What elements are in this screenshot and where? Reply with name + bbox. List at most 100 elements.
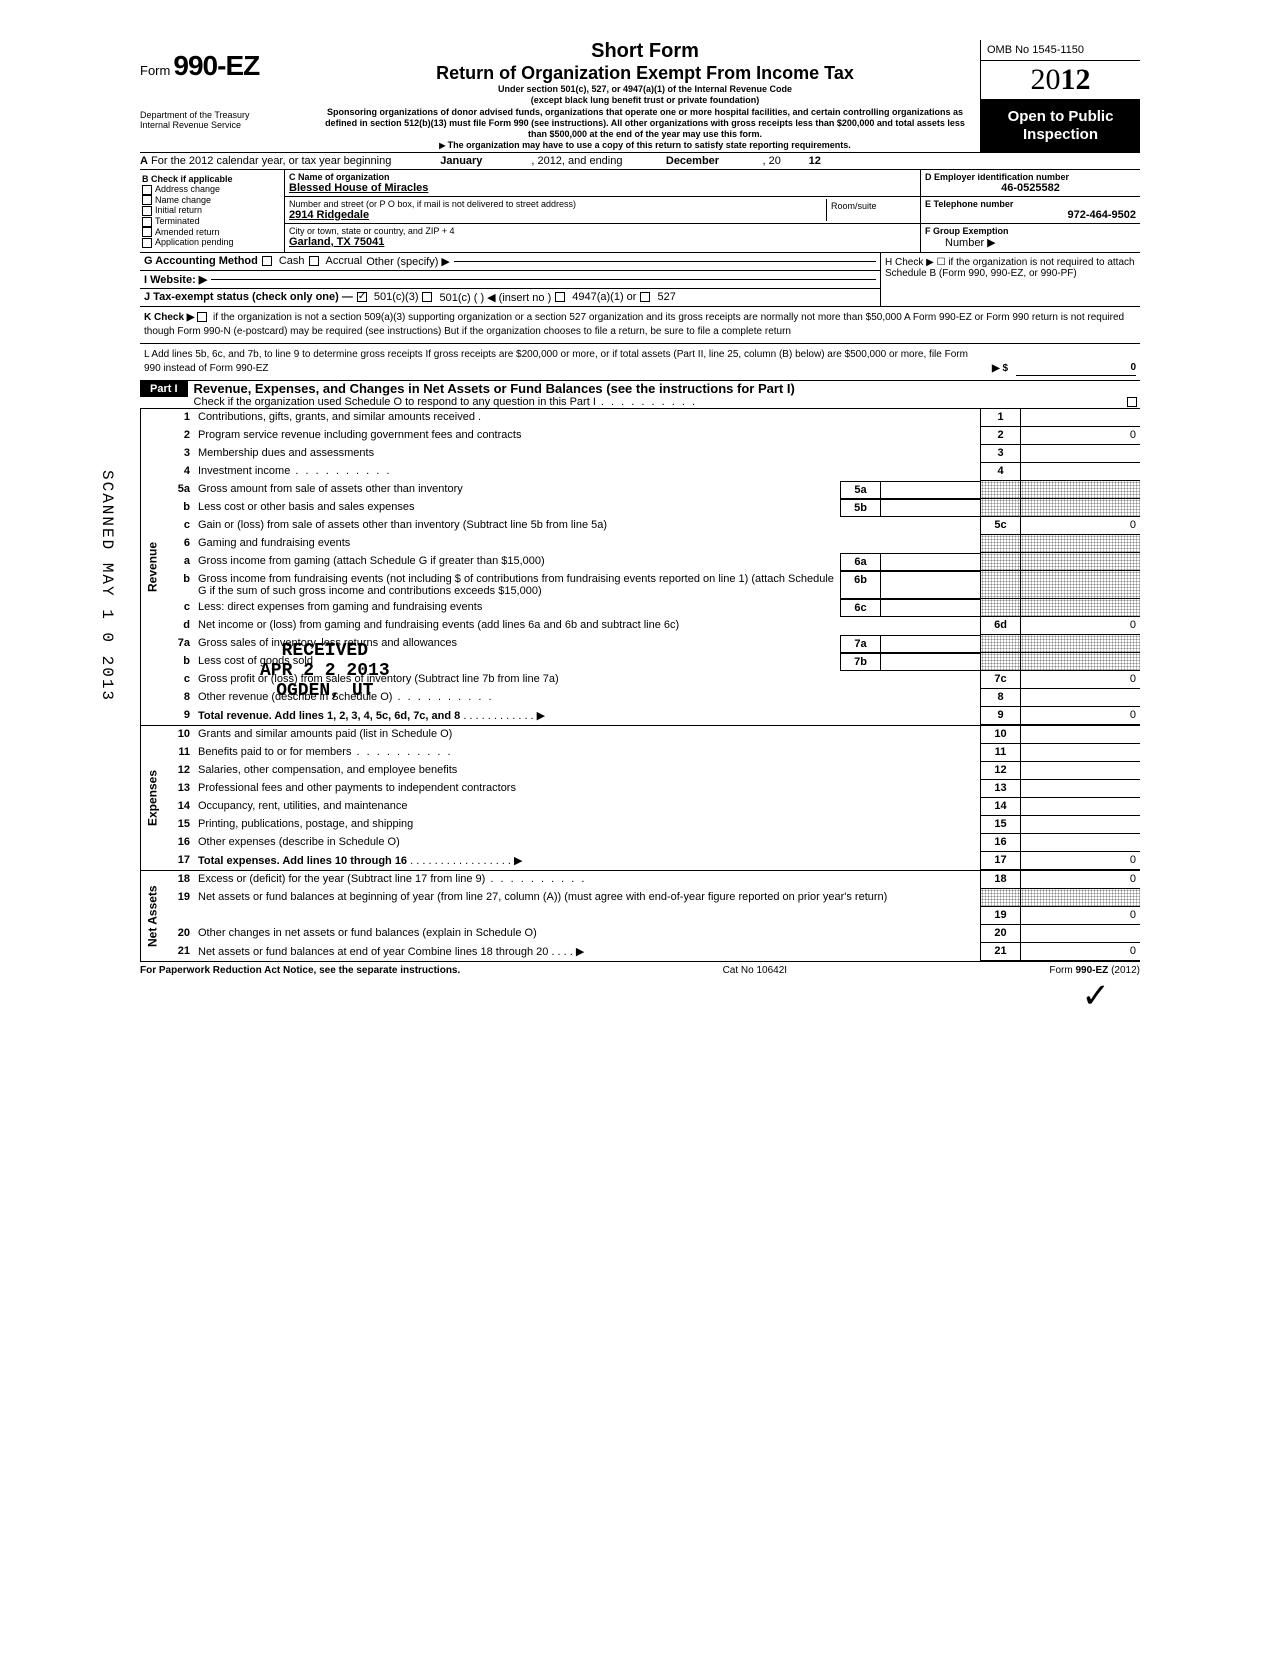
expenses-section: Expenses 10Grants and similar amounts pa… [140, 725, 1140, 870]
cell-phone: E Telephone number 972-464-9502 [921, 197, 1140, 224]
expenses-lines: 10Grants and similar amounts paid (list … [164, 726, 1140, 870]
e-label: E Telephone number [925, 199, 1136, 209]
chk-initial-return[interactable] [142, 206, 152, 216]
line-14: Occupancy, rent, utilities, and maintena… [198, 798, 980, 816]
chk-amended[interactable] [142, 227, 152, 237]
chk-527[interactable] [640, 292, 650, 302]
copy-note: The organization may have to use a copy … [316, 140, 974, 151]
header-right: OMB No 1545-1150 2012 Open to Public Ins… [980, 40, 1140, 152]
form-label: Form [140, 63, 170, 78]
sponsor-note: Sponsoring organizations of donor advise… [316, 107, 974, 141]
k-text: if the organization is not a section 509… [144, 312, 1124, 337]
chk-accrual[interactable] [309, 256, 319, 266]
line-9: Total revenue. Add lines 1, 2, 3, 4, 5c,… [198, 707, 980, 725]
open-public-2: Inspection [985, 126, 1136, 144]
row-a-begin: January [391, 155, 531, 167]
signature-check: ✓ [1082, 976, 1111, 1016]
entity-block: B Check if applicable Address change Nam… [140, 170, 1140, 253]
website-line[interactable] [211, 279, 876, 280]
form-page: SCANNED MAY 1 0 2013 Form 990-EZ Departm… [140, 40, 1140, 976]
h-text: H Check ▶ ☐ if the organization is not r… [885, 257, 1135, 279]
chk-name-change[interactable] [142, 195, 152, 205]
lbl-address-change: Address change [155, 184, 220, 194]
other-specify-line[interactable] [454, 261, 876, 262]
line-15: Printing, publications, postage, and shi… [198, 816, 980, 834]
chk-terminated[interactable] [142, 217, 152, 227]
h-box: H Check ▶ ☐ if the organization is not r… [880, 253, 1140, 306]
line-17: Total expenses. Add lines 10 through 16 … [198, 852, 980, 870]
row-a-end-month: December [622, 155, 762, 167]
line-18: Excess or (deficit) for the year (Subtra… [198, 871, 980, 889]
rows-ghij: G Accounting Method Cash Accrual Other (… [140, 253, 1140, 306]
dept-irs: Internal Revenue Service [140, 120, 310, 130]
chk-k[interactable] [197, 312, 207, 322]
line-1: Contributions, gifts, grants, and simila… [198, 409, 980, 427]
d-value: 46-0525582 [925, 182, 1136, 194]
b-header: B Check if applicable [142, 174, 282, 184]
lbl-name-change: Name change [155, 195, 211, 205]
line-6a: Gross income from gaming (attach Schedul… [198, 553, 840, 571]
lbl-amended: Amended return [155, 227, 220, 237]
part1-header: Part I Revenue, Expenses, and Changes in… [140, 380, 1140, 409]
line-19: Net assets or fund balances at beginning… [198, 889, 980, 907]
row-a-tax-year: A For the 2012 calendar year, or tax yea… [140, 153, 1140, 170]
l-arrow: ▶ $ [984, 362, 1016, 376]
lbl-501c: 501(c) ( ) ◀ (insert no ) [439, 291, 551, 304]
lbl-app-pending: Application pending [155, 237, 234, 247]
year-bold: 12 [1061, 63, 1091, 96]
col-b-checkboxes: B Check if applicable Address change Nam… [140, 170, 285, 252]
chk-501c[interactable] [422, 292, 432, 302]
lbl-cash: Cash [279, 255, 305, 267]
val-6d: 0 [1020, 617, 1140, 635]
chk-app-pending[interactable] [142, 238, 152, 248]
line-6: Gaming and fundraising events [198, 535, 980, 553]
line-2: Program service revenue including govern… [198, 427, 980, 445]
line-3: Membership dues and assessments [198, 445, 980, 463]
side-netassets: Net Assets [140, 871, 164, 961]
netassets-section: Net Assets 18Excess or (deficit) for the… [140, 870, 1140, 961]
footer-left: For Paperwork Reduction Act Notice, see … [140, 965, 460, 976]
line-6d: Net income or (loss) from gaming and fun… [198, 617, 980, 635]
val-7c: 0 [1020, 671, 1140, 689]
val-18: 0 [1020, 871, 1140, 889]
line-10: Grants and similar amounts paid (list in… [198, 726, 980, 744]
row-k: K Check ▶ if the organization is not a s… [140, 306, 1140, 344]
c-city-value: Garland, TX 75041 [289, 236, 916, 248]
part1-title: Revenue, Expenses, and Changes in Net As… [188, 381, 1140, 396]
val-5c: 0 [1020, 517, 1140, 535]
chk-501c3[interactable] [357, 292, 367, 302]
l-text: L Add lines 5b, 6c, and 7b, to line 9 to… [144, 348, 984, 376]
c-name-label: C Name of organization [289, 172, 916, 182]
omb-number: OMB No 1545-1150 [981, 40, 1140, 61]
netassets-lines: 18Excess or (deficit) for the year (Subt… [164, 871, 1140, 961]
line-20: Other changes in net assets or fund bala… [198, 925, 980, 943]
open-public-1: Open to Public [985, 108, 1136, 126]
chk-4947[interactable] [555, 292, 565, 302]
line-21: Net assets or fund balances at end of ye… [198, 943, 980, 961]
part1-label: Part I [140, 381, 188, 397]
row-l: L Add lines 5b, 6c, and 7b, to line 9 to… [140, 344, 1140, 380]
chk-address-change[interactable] [142, 185, 152, 195]
cell-org-name: C Name of organization Blessed House of … [285, 170, 920, 197]
form-header: Form 990-EZ Department of the Treasury I… [140, 40, 1140, 153]
cell-city: City or town, state or country, and ZIP … [285, 224, 920, 250]
val-17: 0 [1020, 852, 1140, 870]
line-6c: Less: direct expenses from gaming and fu… [198, 599, 840, 617]
k-label: K Check ▶ [144, 312, 194, 323]
chk-cash[interactable] [262, 256, 272, 266]
subtitle-except: (except black lung benefit trust or priv… [316, 95, 974, 106]
d-label: D Employer identification number [925, 172, 1136, 182]
title-short: Short Form [316, 40, 974, 63]
c-addr-label: Number and street (or P O box, if mail i… [289, 199, 826, 209]
page-footer: For Paperwork Reduction Act Notice, see … [140, 961, 1140, 976]
line-13: Professional fees and other payments to … [198, 780, 980, 798]
row-a-end-yr: 12 [781, 155, 821, 167]
lbl-501c3: 501(c)(3) [374, 291, 419, 303]
val-9: 0 [1020, 707, 1140, 725]
chk-part1-schedO[interactable] [1127, 397, 1137, 407]
i-label: I Website: ▶ [144, 273, 207, 286]
footer-mid: Cat No 10642I [723, 965, 788, 976]
line-5a: Gross amount from sale of assets other t… [198, 481, 840, 499]
line-5b: Less cost or other basis and sales expen… [198, 499, 840, 517]
val-21: 0 [1020, 943, 1140, 961]
